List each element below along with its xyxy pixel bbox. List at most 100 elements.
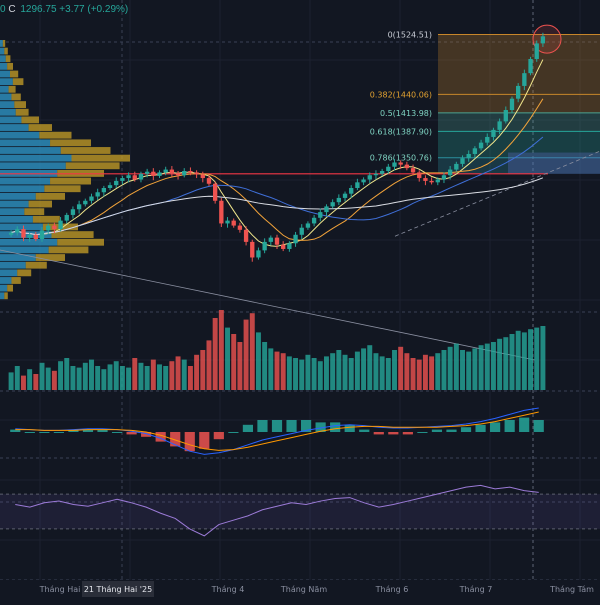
ohlc-legend: 0 C 1296.75 +3.77 (+0.29%) [0, 4, 128, 15]
candle-up [361, 179, 366, 183]
volume-bar [157, 364, 162, 390]
volume-bar [218, 310, 224, 390]
volume-bar [138, 362, 144, 390]
volume-profile-bar-down [24, 208, 45, 216]
macd-histogram-bar [39, 432, 50, 433]
volume-bar [14, 366, 20, 390]
volume-profile-bar-down [60, 147, 111, 154]
volume-bar [367, 345, 373, 390]
volume-profile-bar-down [5, 55, 11, 63]
candle-up [528, 58, 533, 74]
volume-bar [200, 350, 206, 390]
volume-bar [8, 372, 14, 390]
time-axis-label: Tháng Năm [280, 585, 327, 594]
volume-profile-bar-up [0, 185, 45, 193]
volume-bar [268, 348, 274, 390]
macd-histogram-bar [53, 432, 64, 433]
volume-bar [119, 366, 125, 390]
volume-bar [311, 358, 317, 390]
volume-bar [528, 329, 534, 390]
candle-up [466, 153, 471, 159]
candle-up [516, 85, 521, 99]
candle-up [114, 180, 119, 186]
volume-profile-bar-down [2, 40, 6, 47]
macd-histogram-bar [402, 432, 413, 435]
volume-profile-bar-down [4, 47, 8, 55]
volume-profile-bar-up [0, 55, 6, 63]
volume-profile-bar-up [0, 139, 51, 147]
trend-lines[interactable] [0, 24, 600, 361]
candle-up [70, 209, 76, 215]
candle-up [522, 73, 527, 86]
candle-up [540, 36, 546, 44]
volume-bar [410, 358, 416, 390]
candle-up [392, 162, 397, 167]
volume-bar [163, 366, 169, 390]
candle-up [367, 175, 372, 180]
volume-profile-bar-down [35, 254, 65, 261]
macd-histogram-bar [242, 424, 254, 432]
candle-up [491, 129, 496, 137]
candle-up [342, 193, 348, 198]
volume-profile-bar-down [48, 246, 89, 254]
volume-bar [299, 359, 305, 390]
volume-profile-bar-down [28, 200, 52, 208]
volume-bar [187, 366, 193, 390]
volume-bar [249, 313, 255, 390]
candle-up [83, 200, 88, 205]
macd-histogram-bar [388, 432, 399, 435]
candle-up [454, 163, 459, 170]
macd-histogram-bar [199, 432, 210, 449]
volume-profile-bar-down [4, 292, 8, 300]
macd-histogram-bar [519, 417, 530, 432]
volume-bar [206, 340, 212, 390]
candle-up [460, 158, 465, 164]
macd-histogram-bar [373, 432, 384, 435]
candle-down [21, 229, 26, 238]
volume-profile-bar-up [0, 108, 16, 116]
volume-bar [422, 354, 428, 390]
candle-down [281, 244, 286, 249]
macd-histogram-bar [228, 432, 239, 433]
volume-profile-bar-down [39, 131, 72, 139]
macd-line [15, 407, 539, 455]
candle-up [120, 178, 125, 181]
macd-signal-line [15, 411, 539, 451]
candle-up [101, 188, 107, 193]
rising-trendline [394, 150, 600, 237]
volume-bar [540, 326, 546, 390]
candle-down [237, 225, 243, 230]
candle-up [472, 148, 478, 154]
volume-bar [534, 327, 540, 390]
volume-profile-bar-up [0, 116, 22, 124]
volume-bar [280, 353, 286, 390]
candle-down [132, 175, 137, 180]
rsi-panel [0, 484, 600, 537]
candle-up [157, 172, 162, 176]
volume-profile-bar-down [7, 284, 13, 292]
macd-panel [10, 407, 544, 455]
fibonacci-retracement[interactable]: 0(1524.51) 0.382(1440.06) 0.5(1413.98) 0.61… [370, 31, 600, 174]
ma-medium-line [10, 98, 544, 241]
volume-profile-bar-down [65, 162, 120, 170]
volume-bar [317, 361, 323, 390]
fib-level-label: 0(1524.51) [388, 31, 432, 40]
macd-histogram-bar [184, 432, 195, 452]
volume-bar [27, 369, 33, 390]
candle-down [429, 180, 434, 183]
fib-level-label: 0.618(1387.90) [370, 127, 432, 136]
volume-profile-bar-up [0, 277, 12, 284]
volume-bar [515, 330, 521, 390]
volume-profile-bar-up [0, 223, 43, 231]
volume-bar [45, 367, 51, 390]
volume-bar [392, 350, 397, 390]
peak-highlight-circle [532, 24, 562, 54]
candle-up [534, 43, 539, 59]
candle-up [497, 121, 502, 130]
volume-bar [82, 362, 88, 390]
candle-down [250, 241, 255, 258]
candle-down [33, 234, 38, 240]
volume-bar [361, 348, 367, 390]
